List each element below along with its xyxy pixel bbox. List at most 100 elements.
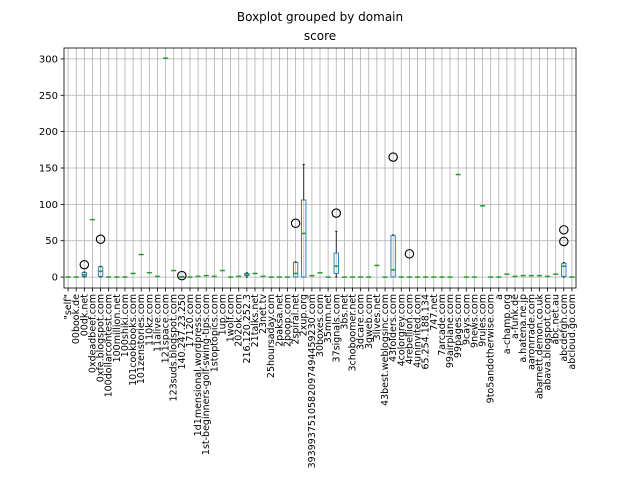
x-tick-label: 99pages.com xyxy=(453,294,464,358)
x-tick-label: 25hoursaday.com xyxy=(266,294,277,378)
x-tick-label: a xyxy=(494,294,505,300)
x-tick-label: 23net.tv xyxy=(258,294,269,334)
x-tick-label: abcdefgh.com xyxy=(559,294,570,362)
x-tick-label: abcloud.go.com xyxy=(567,294,578,370)
x-tick-label: 4colorgrey.com xyxy=(396,294,407,366)
x-tick-label: 21talks.net xyxy=(250,294,261,348)
x-tick-label: 99airplane.com xyxy=(445,294,456,368)
x-tick-label: 140.247.23.250 xyxy=(177,294,188,370)
x-tick-label: 100shiki.com xyxy=(120,294,131,357)
x-tick-label: 43folders.com xyxy=(388,294,399,362)
x-tick-label: a.hatena.ne.jp xyxy=(518,294,529,363)
flier-point xyxy=(290,218,301,229)
x-tick-label: abava.blogspot.com xyxy=(543,294,554,390)
x-tick-label: 3939937510582097494459230.com xyxy=(307,294,318,468)
y-tick-label: 0 xyxy=(52,273,58,284)
y-tick-label: 50 xyxy=(45,236,58,247)
x-tick-label: 37signals.com xyxy=(331,294,342,362)
y-tick-label: 250 xyxy=(39,91,58,102)
x-tick-label: 3choboomer.net xyxy=(348,294,359,372)
x-tick-label: 110kz.com xyxy=(144,294,155,346)
x-tick-label: 747.net xyxy=(429,294,440,331)
box xyxy=(301,163,307,278)
x-tick-label: 7arcade.com xyxy=(437,294,448,356)
x-tick-label: 30boxes.com xyxy=(315,294,326,357)
x-tick-label: 121space.com xyxy=(161,294,172,363)
box-body xyxy=(561,262,567,277)
x-tick-label: 3gweb.com xyxy=(364,294,375,349)
x-tick-label: 2spiral.net xyxy=(291,294,302,345)
x-tick-label: 2pakša.net xyxy=(274,294,285,347)
box-body xyxy=(301,199,307,278)
y-tick-label: 150 xyxy=(39,164,58,175)
box xyxy=(404,249,415,278)
x-tick-label: 2poop.com xyxy=(282,294,293,347)
flier-point xyxy=(79,259,90,270)
x-tick-label: aaronrrade.com xyxy=(526,294,537,370)
x-tick-label: 2xup.org xyxy=(299,294,310,336)
x-tick-label: 11alive.com xyxy=(152,294,163,352)
x-tick-label: 00dk.net xyxy=(79,294,90,337)
x-tick-label: 9news.com xyxy=(469,294,480,348)
x-tick-label: 43best.weblogsinc.com xyxy=(380,294,391,406)
x-tick-label: 35mm.net xyxy=(323,294,334,343)
x-tick-label: 9cays.com xyxy=(461,294,472,345)
box xyxy=(559,225,569,278)
x-tick-label: 4rebellion.com xyxy=(404,294,415,365)
box-body xyxy=(333,252,339,274)
x-tick-label: 101cookbooks.com xyxy=(128,294,139,386)
x-tick-label: 216.120.252.3 xyxy=(242,294,253,364)
x-tick-label: abarnett.demon.co.uk xyxy=(534,294,545,400)
flier-point xyxy=(95,234,106,245)
y-axis-ticks: 0 50 100 150 200 250 300 xyxy=(39,54,64,284)
x-tick-label: 4uninvited.com xyxy=(413,294,424,368)
x-tick-label: 0xdeadbeef.com xyxy=(87,294,98,373)
box-body xyxy=(292,262,299,278)
box-body xyxy=(390,235,396,278)
x-tick-label: 100dollarcontest.com xyxy=(104,294,115,397)
x-tick-label: "self" xyxy=(63,294,74,320)
x-tick-label: 100million.net xyxy=(112,294,123,363)
gridlines xyxy=(64,48,576,288)
flier-point xyxy=(559,225,569,235)
y-tick-label: 200 xyxy=(39,127,58,138)
flier-point xyxy=(177,270,187,281)
x-tick-label: 3dcare.com xyxy=(356,294,367,350)
box xyxy=(244,272,250,278)
x-tick-label: 101zenstories.com xyxy=(136,294,147,384)
x-tick-label: 123suds.blogspot.com xyxy=(169,294,180,401)
y-tick-label: 300 xyxy=(39,54,58,65)
x-tick-label: 1d1mensional.wordpress.com xyxy=(193,294,204,436)
x-tick-label: 1up.com xyxy=(217,294,228,335)
boxes xyxy=(65,57,575,281)
x-tick-label: 1wolf.com xyxy=(226,294,237,342)
x-tick-label: 202ok.com xyxy=(234,294,245,347)
x-tick-label: 0xfe.blogspot.com xyxy=(96,294,107,382)
flier-point xyxy=(331,208,342,218)
flier-point xyxy=(404,249,415,259)
x-axis-ticks: "self"00book.de00dk.net0xdeadbeef.com0xf… xyxy=(63,288,578,468)
figure-suptitle: Boxplot grouped by domain xyxy=(237,10,403,24)
box xyxy=(331,208,342,278)
box xyxy=(79,259,90,278)
x-tick-label: 9to5andotherwise.com xyxy=(486,294,497,403)
x-tick-label: abc.net.au xyxy=(551,294,562,345)
x-tick-label: 3lives.net xyxy=(372,294,383,341)
box xyxy=(290,218,301,278)
x-tick-label: a-funk.de xyxy=(510,294,521,339)
flier-point xyxy=(559,236,569,247)
y-tick-label: 100 xyxy=(39,200,58,211)
x-tick-label: a-champ.org xyxy=(502,294,513,354)
box xyxy=(177,270,187,281)
x-tick-label: 1stoptopics.com xyxy=(209,294,220,372)
flier-point xyxy=(388,152,398,162)
x-tick-label: 1st-beginners-golf-swing-tips.com xyxy=(201,294,212,455)
x-tick-label: 17120.com xyxy=(185,294,196,348)
x-tick-label: 3bs.net xyxy=(339,294,350,330)
x-tick-label: 9rules.com xyxy=(478,294,489,347)
axes-title: score xyxy=(304,29,336,43)
x-tick-label: 65.254.188.134 xyxy=(421,294,432,370)
box xyxy=(95,234,106,278)
x-tick-label: 00book.de xyxy=(71,294,82,344)
